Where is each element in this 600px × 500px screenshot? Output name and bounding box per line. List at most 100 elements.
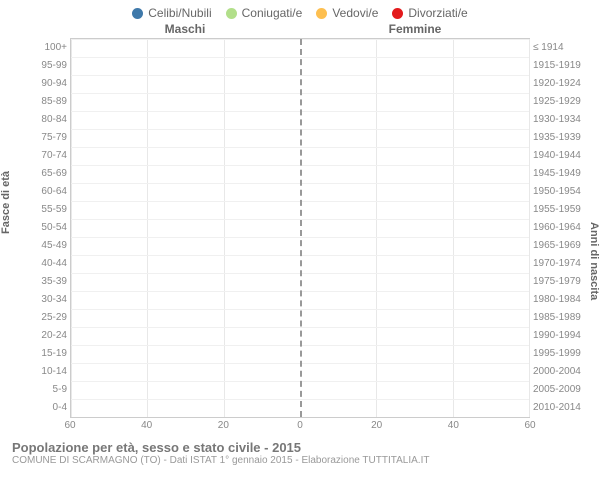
birth-year-label: 1990-1994	[533, 331, 585, 341]
age-label: 10-14	[15, 367, 67, 377]
age-label: 0-4	[15, 403, 67, 413]
birth-year-label: 2005-2009	[533, 385, 585, 395]
male-side	[71, 381, 300, 399]
female-side	[300, 183, 529, 201]
male-side	[71, 147, 300, 165]
male-side	[71, 201, 300, 219]
divorziati-swatch	[392, 8, 403, 19]
female-side	[300, 57, 529, 75]
male-side	[71, 93, 300, 111]
birth-year-label: 1950-1954	[533, 187, 585, 197]
female-side	[300, 363, 529, 381]
chart-subtitle: COMUNE DI SCARMAGNO (TO) - Dati ISTAT 1°…	[12, 455, 588, 466]
male-side	[71, 111, 300, 129]
birth-year-label: 2000-2004	[533, 367, 585, 377]
female-side	[300, 327, 529, 345]
x-tick: 20	[371, 420, 382, 431]
male-side	[71, 165, 300, 183]
birth-year-label: 1970-1974	[533, 259, 585, 269]
male-side	[71, 183, 300, 201]
age-label: 75-79	[15, 133, 67, 143]
female-side	[300, 39, 529, 57]
male-side	[71, 363, 300, 381]
male-side	[71, 75, 300, 93]
male-side	[71, 273, 300, 291]
age-label: 55-59	[15, 205, 67, 215]
birth-year-label: 2010-2014	[533, 403, 585, 413]
age-label: 100+	[15, 43, 67, 53]
legend-label: Coniugati/e	[242, 6, 303, 20]
age-label: 65-69	[15, 169, 67, 179]
y-axis-right-label: Anni di nascita	[588, 222, 600, 234]
birth-year-label: 1945-1949	[533, 169, 585, 179]
female-side	[300, 111, 529, 129]
legend-item: Celibi/Nubili	[132, 6, 211, 20]
birth-year-label: 1985-1989	[533, 313, 585, 323]
age-label: 25-29	[15, 313, 67, 323]
age-label: 5-9	[15, 385, 67, 395]
age-label: 70-74	[15, 151, 67, 161]
male-side	[71, 399, 300, 417]
legend-item: Coniugati/e	[226, 6, 303, 20]
age-label: 40-44	[15, 259, 67, 269]
legend-label: Divorziati/e	[408, 6, 467, 20]
age-label: 35-39	[15, 277, 67, 287]
female-side	[300, 399, 529, 417]
age-label: 50-54	[15, 223, 67, 233]
birth-year-label: 1920-1924	[533, 79, 585, 89]
female-side	[300, 165, 529, 183]
male-side	[71, 255, 300, 273]
female-side	[300, 75, 529, 93]
male-side	[71, 345, 300, 363]
birth-year-label: 1965-1969	[533, 241, 585, 251]
legend-item: Divorziati/e	[392, 6, 467, 20]
age-label: 60-64	[15, 187, 67, 197]
female-side	[300, 237, 529, 255]
x-tick: 40	[141, 420, 152, 431]
legend: Celibi/Nubili Coniugati/e Vedovi/e Divorzia…	[0, 0, 600, 22]
birth-year-label: 1935-1939	[533, 133, 585, 143]
center-line	[300, 39, 302, 417]
chart-title: Popolazione per età, sesso e stato civil…	[12, 440, 588, 455]
male-side	[71, 327, 300, 345]
legend-label: Vedovi/e	[332, 6, 378, 20]
female-side	[300, 381, 529, 399]
celibi-swatch	[132, 8, 143, 19]
x-tick: 40	[448, 420, 459, 431]
birth-year-label: 1995-1999	[533, 349, 585, 359]
age-label: 30-34	[15, 295, 67, 305]
coniugati-swatch	[226, 8, 237, 19]
birth-year-label: ≤ 1914	[533, 43, 585, 53]
female-side	[300, 273, 529, 291]
age-label: 15-19	[15, 349, 67, 359]
gender-female-label: Femmine	[300, 22, 530, 36]
male-side	[71, 219, 300, 237]
female-side	[300, 345, 529, 363]
vedovi-swatch	[316, 8, 327, 19]
birth-year-label: 1955-1959	[533, 205, 585, 215]
grid-line	[529, 39, 530, 417]
x-tick: 60	[64, 420, 75, 431]
female-side	[300, 129, 529, 147]
birth-year-label: 1915-1919	[533, 61, 585, 71]
female-side	[300, 93, 529, 111]
age-label: 80-84	[15, 115, 67, 125]
age-label: 45-49	[15, 241, 67, 251]
age-label: 20-24	[15, 331, 67, 341]
x-tick: 20	[218, 420, 229, 431]
chart-plot: 100+≤ 191495-991915-191990-941920-192485…	[70, 38, 530, 418]
birth-year-label: 1975-1979	[533, 277, 585, 287]
male-side	[71, 309, 300, 327]
male-side	[71, 291, 300, 309]
age-label: 85-89	[15, 97, 67, 107]
female-side	[300, 309, 529, 327]
gender-male-label: Maschi	[70, 22, 300, 36]
birth-year-label: 1930-1934	[533, 115, 585, 125]
female-side	[300, 255, 529, 273]
gender-labels: Maschi Femmine	[0, 22, 600, 38]
birth-year-label: 1980-1984	[533, 295, 585, 305]
x-tick: 0	[297, 420, 303, 431]
male-side	[71, 237, 300, 255]
birth-year-label: 1940-1944	[533, 151, 585, 161]
female-side	[300, 147, 529, 165]
